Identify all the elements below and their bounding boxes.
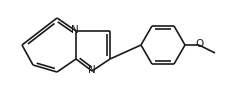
Text: N: N: [88, 65, 96, 75]
Text: N: N: [71, 25, 79, 35]
Text: O: O: [195, 39, 203, 49]
